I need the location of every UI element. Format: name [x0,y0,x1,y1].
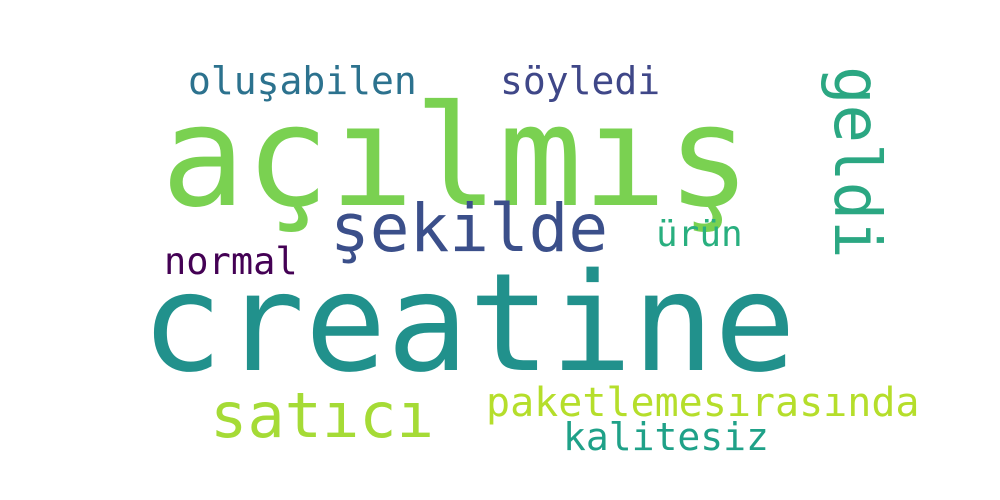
word-acilmis: açılmış [161,76,752,239]
word-urun: ürün [656,214,743,255]
word-normal: normal [164,240,298,283]
word-creatine: creatine [141,245,797,403]
word-satici: satıcı [210,379,434,452]
word-olusabilen: oluşabilen [188,59,417,103]
word-soyledi: söyledi [500,59,661,103]
word-sekilde: şekilde [330,190,609,267]
word-geldi-container: geldi [819,66,893,288]
word-paketlemesirasinda: paketlemesırasında [486,380,920,426]
word-geldi: geldi [819,66,893,259]
word-kalitesiz: kalitesiz [563,415,769,459]
